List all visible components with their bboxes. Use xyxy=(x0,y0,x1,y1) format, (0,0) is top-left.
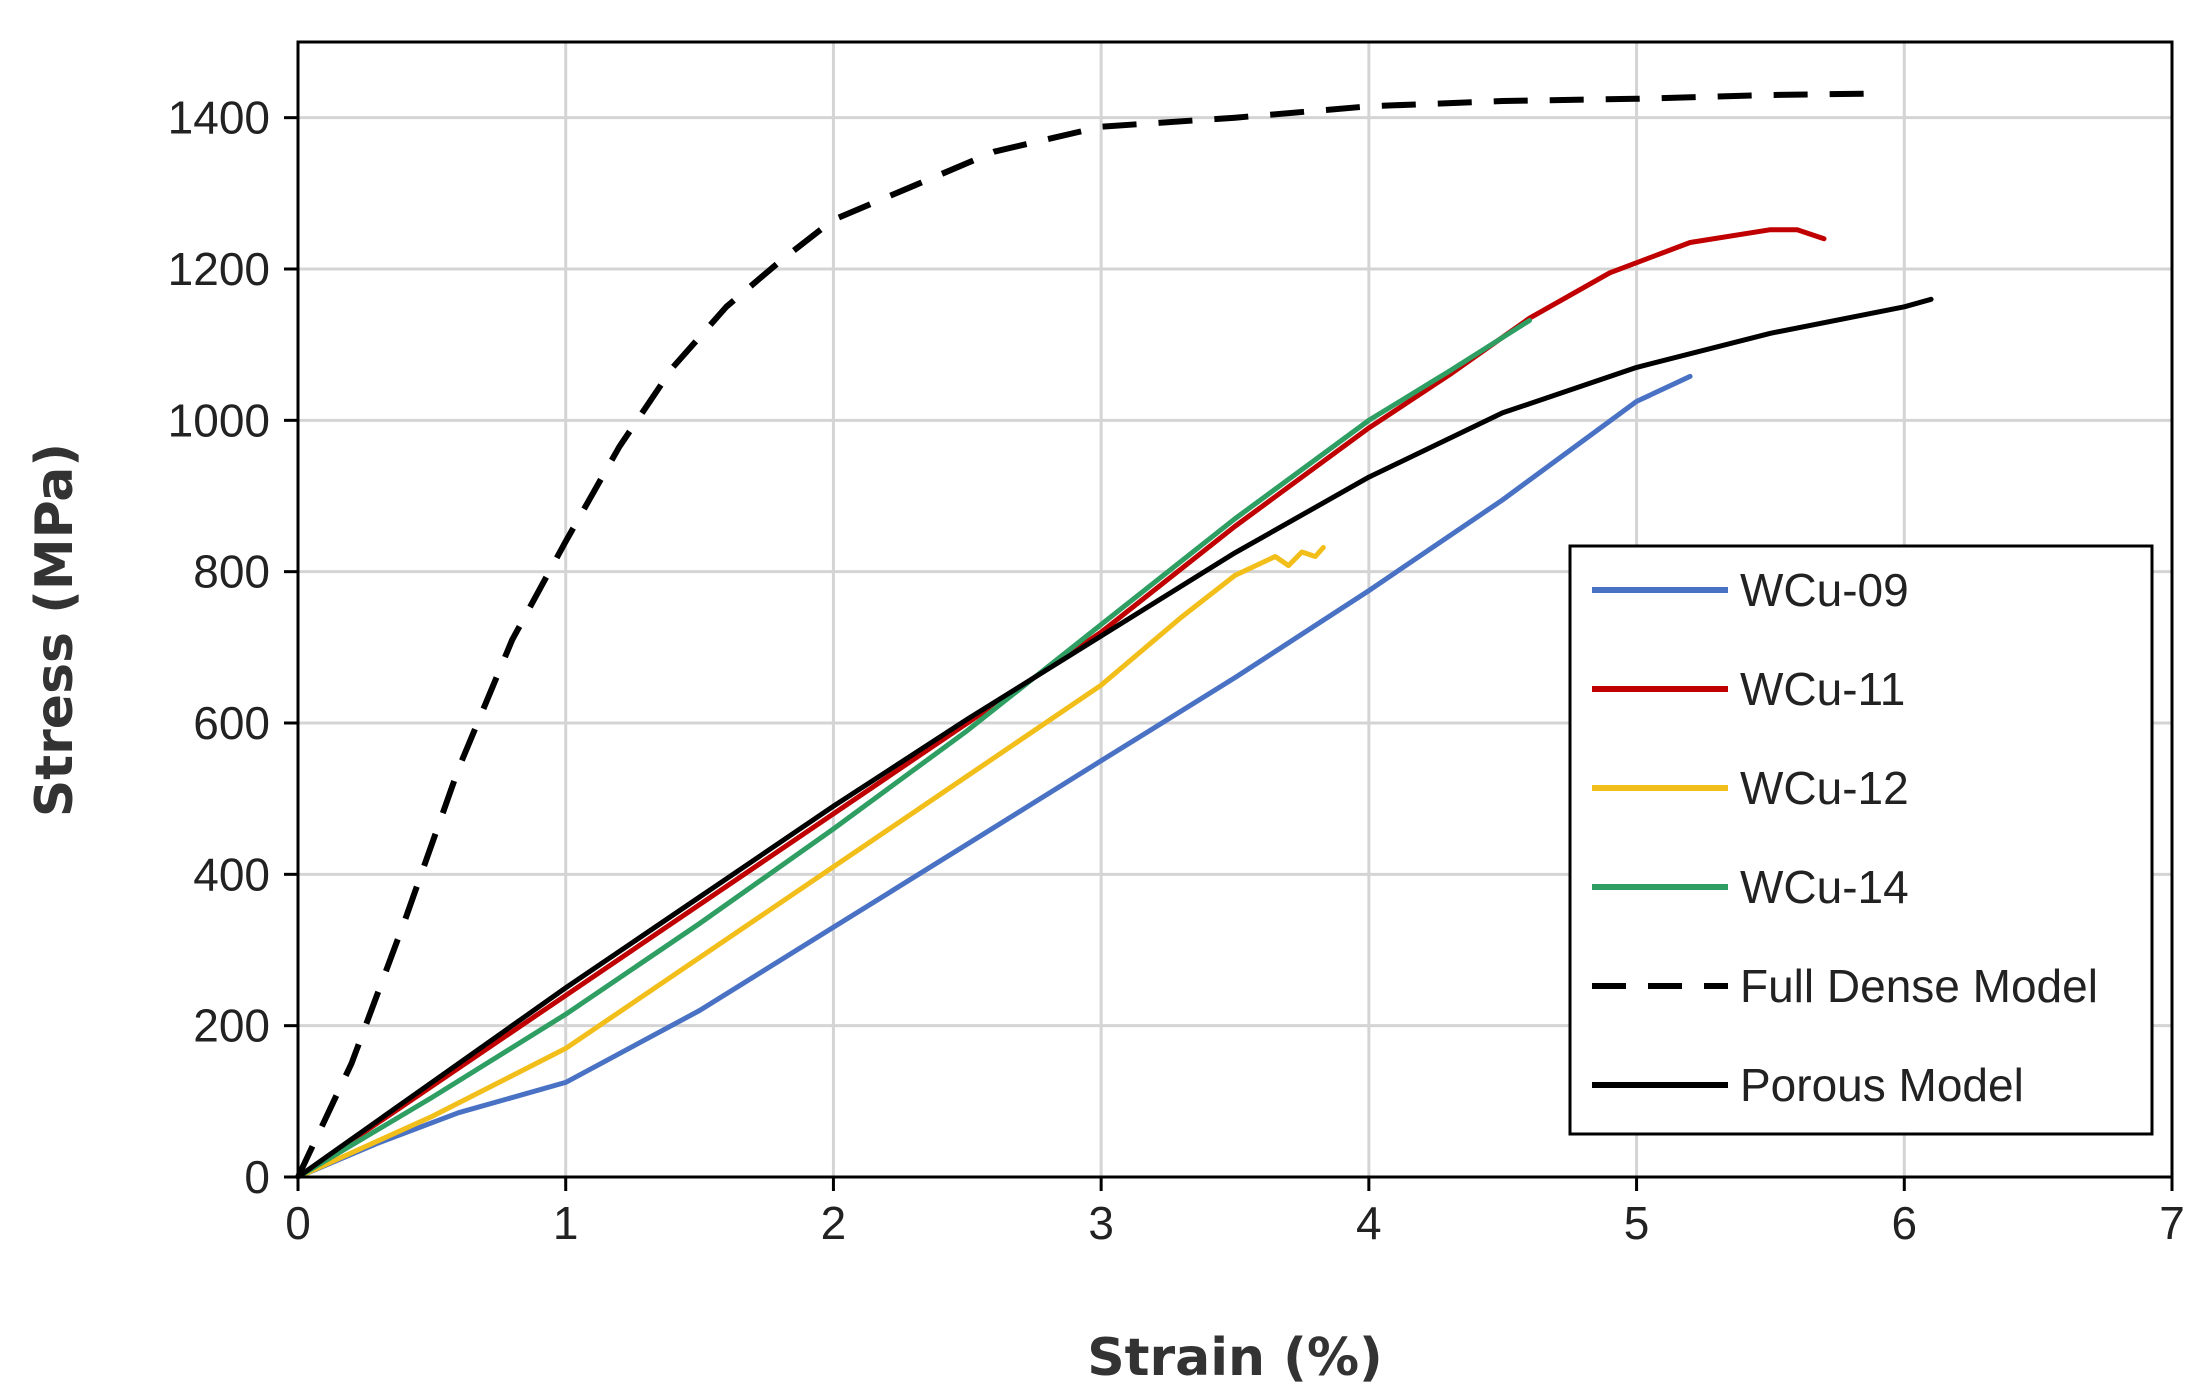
axis-ticks: 0 1 2 3 4 5 6 7 0 200 400 600 800 1000 1200 1400 xyxy=(168,92,2185,1249)
x-tick-label: 7 xyxy=(2159,1197,2185,1249)
plot-frame xyxy=(296,40,2174,1179)
y-tick-label: 200 xyxy=(193,1000,270,1052)
x-tick-label: 5 xyxy=(1624,1197,1650,1249)
legend-label-wcu-12: WCu-12 xyxy=(1740,762,1909,814)
legend-box xyxy=(1568,544,2154,1136)
y-tick-label: 1000 xyxy=(168,394,270,446)
series-line-porous-model xyxy=(295,296,1934,1180)
x-tick-label: 2 xyxy=(821,1197,847,1249)
x-axis-title: Strain (%) xyxy=(1087,1328,1383,1388)
y-axis-title: Stress (MPa) xyxy=(25,443,85,817)
legend-items: WCu-09 WCu-11 WCu-12 WCu-14 Full Dense Model… xyxy=(1592,564,2098,1111)
series-lines xyxy=(295,90,1934,1180)
x-tick-label: 0 xyxy=(285,1197,311,1249)
y-tick-label: 400 xyxy=(193,848,270,900)
legend: WCu-09 WCu-11 WCu-12 WCu-14 Full Dense Model… xyxy=(1568,544,2154,1136)
y-tick-label: 0 xyxy=(244,1151,270,1203)
y-tick-label: 1400 xyxy=(168,92,270,144)
y-tick-label: 1200 xyxy=(168,243,270,295)
series-line-wcu-09 xyxy=(295,373,1693,1180)
x-tick-label: 3 xyxy=(1088,1197,1114,1249)
series-line-full-dense-model xyxy=(295,90,1878,1179)
legend-label-porous-model: Porous Model xyxy=(1740,1059,2024,1111)
y-tick-label: 800 xyxy=(193,546,270,598)
series-line-wcu-11 xyxy=(295,227,1827,1180)
y-tick-label: 600 xyxy=(193,697,270,749)
series-line-wcu-14 xyxy=(295,318,1532,1180)
legend-label-wcu-11: WCu-11 xyxy=(1740,663,1905,715)
x-tick-label: 6 xyxy=(1891,1197,1917,1249)
legend-label-full-dense-model: Full Dense Model xyxy=(1740,960,2098,1012)
x-tick-label: 1 xyxy=(553,1197,579,1249)
series-line-wcu-12 xyxy=(295,545,1326,1180)
x-tick-label: 4 xyxy=(1356,1197,1382,1249)
legend-label-wcu-09: WCu-09 xyxy=(1740,564,1909,616)
legend-label-wcu-14: WCu-14 xyxy=(1740,861,1909,913)
